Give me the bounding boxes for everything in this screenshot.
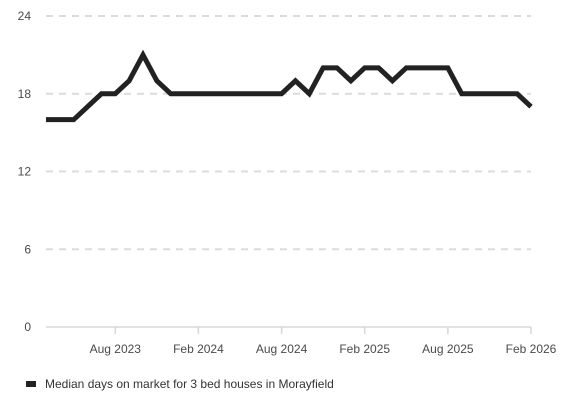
series-lines xyxy=(45,49,533,123)
y-tick-label: 24 xyxy=(18,9,32,23)
x-tick-label: Feb 2025 xyxy=(339,342,390,356)
y-tick-label: 12 xyxy=(18,165,32,179)
grid-lines xyxy=(46,15,531,251)
x-axis xyxy=(46,326,532,334)
x-tick-label: Feb 2026 xyxy=(506,342,557,356)
y-tick-label: 18 xyxy=(18,87,32,101)
legend-label: Median days on market for 3 bed houses i… xyxy=(45,377,334,391)
x-tick-labels: Aug 2023 Feb 2024 Aug 2024 Feb 2025 Aug 2025… xyxy=(90,342,557,356)
x-tick-label: Feb 2024 xyxy=(173,342,224,356)
x-tick-label: Aug 2025 xyxy=(422,342,474,356)
y-tick-label: 6 xyxy=(24,242,31,256)
series-line xyxy=(46,49,533,123)
y-tick-labels: 0 6 12 18 24 xyxy=(18,9,32,334)
x-tick-label: Aug 2024 xyxy=(256,342,308,356)
legend-swatch xyxy=(26,381,36,387)
y-tick-label: 0 xyxy=(24,320,31,334)
legend: Median days on market for 3 bed houses i… xyxy=(26,377,334,391)
x-tick-label: Aug 2023 xyxy=(90,342,142,356)
